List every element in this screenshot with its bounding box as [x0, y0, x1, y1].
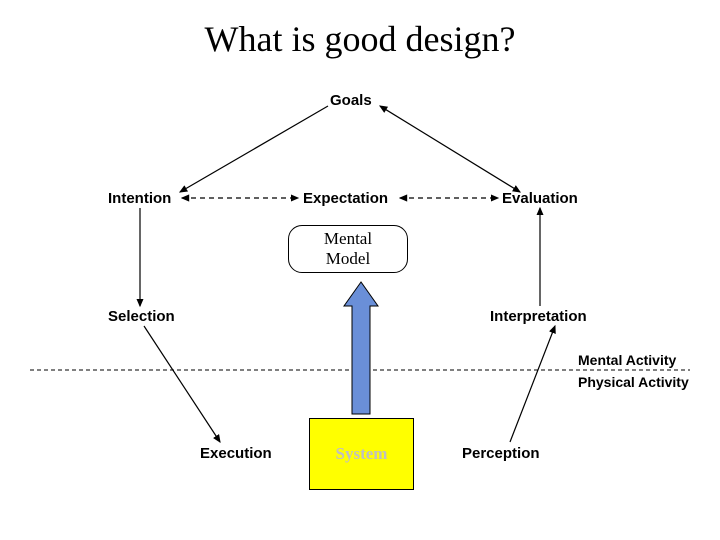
node-perception: Perception [462, 445, 540, 462]
mental-model-label: Mental Model [324, 229, 372, 268]
node-execution: Execution [200, 445, 272, 462]
node-intention: Intention [108, 190, 171, 207]
mental-model-box: Mental Model [288, 225, 408, 273]
edge-goals-intention [180, 106, 328, 192]
edge-goals-evaluation [380, 106, 520, 192]
system-label: System [336, 444, 388, 464]
edge-perception-interpretation [510, 326, 555, 442]
node-expectation: Expectation [303, 190, 388, 207]
label-physical-activity: Physical Activity [578, 374, 689, 390]
node-selection: Selection [108, 308, 175, 325]
label-mental-activity: Mental Activity [578, 352, 676, 368]
system-box: System [309, 418, 414, 490]
node-interpretation: Interpretation [490, 308, 587, 325]
block-arrow-system-mental [344, 282, 378, 414]
page-title: What is good design? [0, 18, 720, 60]
node-goals: Goals [330, 92, 372, 109]
edge-selection-execution [144, 326, 220, 442]
node-evaluation: Evaluation [502, 190, 578, 207]
